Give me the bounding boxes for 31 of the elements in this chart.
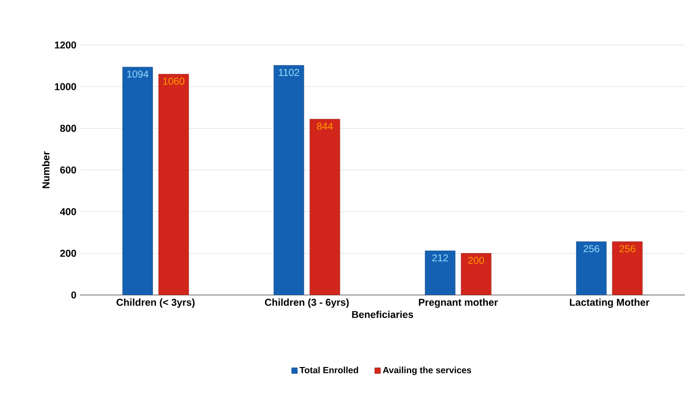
x-tick-label: Lactating Mother <box>570 298 650 308</box>
legend-label: Total Enrolled <box>300 366 358 374</box>
bar <box>424 250 456 295</box>
data-label: 256 <box>584 245 600 252</box>
x-tick-label: Pregnant mother <box>418 298 498 308</box>
data-label: 256 <box>620 245 636 252</box>
data-label: 1102 <box>278 68 300 76</box>
bar <box>576 241 607 295</box>
y-tick-label: 0 <box>71 291 76 299</box>
x-tick-label: Children (< 3yrs) <box>116 298 195 308</box>
y-tick-label: 800 <box>60 124 76 132</box>
data-label: 1094 <box>127 70 148 78</box>
x-tick-label: Children (3 - 6yrs) <box>264 298 349 308</box>
y-tick-label: 1200 <box>54 41 76 49</box>
bar <box>460 253 492 295</box>
y-tick-label: 1000 <box>54 83 76 90</box>
y-tick-label: 200 <box>60 250 76 257</box>
bar <box>158 74 189 295</box>
bar <box>612 241 643 295</box>
y-axis-title: Number <box>42 151 50 188</box>
data-label: 212 <box>432 254 448 262</box>
data-label: 200 <box>468 256 484 264</box>
x-axis-title: Beneficiaries <box>352 310 414 318</box>
bar <box>122 66 153 295</box>
data-label: 1060 <box>163 78 184 85</box>
y-tick-label: 400 <box>60 208 76 216</box>
y-tick-label: 600 <box>60 166 76 174</box>
data-label: 844 <box>317 122 333 130</box>
bar <box>310 118 340 295</box>
bar <box>274 65 304 295</box>
legend-label: Availing the services <box>382 366 472 376</box>
